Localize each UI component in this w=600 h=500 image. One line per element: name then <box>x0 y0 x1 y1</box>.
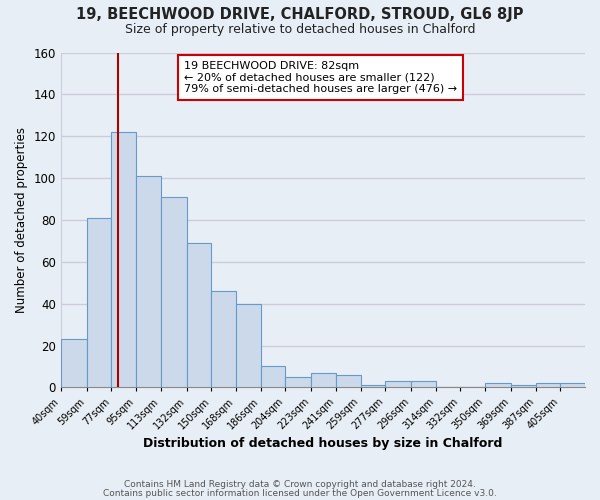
Bar <box>87 218 112 388</box>
Text: Contains HM Land Registry data © Crown copyright and database right 2024.: Contains HM Land Registry data © Crown c… <box>124 480 476 489</box>
Bar <box>136 176 161 388</box>
Bar <box>536 383 560 388</box>
Bar <box>161 197 187 388</box>
Y-axis label: Number of detached properties: Number of detached properties <box>15 127 28 313</box>
Bar <box>361 386 385 388</box>
Bar <box>485 383 511 388</box>
Bar <box>336 375 361 388</box>
Bar <box>236 304 260 388</box>
Text: 19 BEECHWOOD DRIVE: 82sqm
← 20% of detached houses are smaller (122)
79% of semi: 19 BEECHWOOD DRIVE: 82sqm ← 20% of detac… <box>184 61 457 94</box>
Bar <box>411 381 436 388</box>
Text: Size of property relative to detached houses in Chalford: Size of property relative to detached ho… <box>125 22 475 36</box>
Bar <box>211 291 236 388</box>
Bar <box>112 132 136 388</box>
Bar <box>260 366 285 388</box>
Bar <box>560 383 585 388</box>
Text: Contains public sector information licensed under the Open Government Licence v3: Contains public sector information licen… <box>103 489 497 498</box>
Bar <box>311 373 336 388</box>
Bar <box>385 381 411 388</box>
Bar <box>285 377 311 388</box>
Bar <box>511 386 536 388</box>
X-axis label: Distribution of detached houses by size in Chalford: Distribution of detached houses by size … <box>143 437 503 450</box>
Bar <box>61 340 87 388</box>
Bar <box>187 243 211 388</box>
Text: 19, BEECHWOOD DRIVE, CHALFORD, STROUD, GL6 8JP: 19, BEECHWOOD DRIVE, CHALFORD, STROUD, G… <box>76 8 524 22</box>
